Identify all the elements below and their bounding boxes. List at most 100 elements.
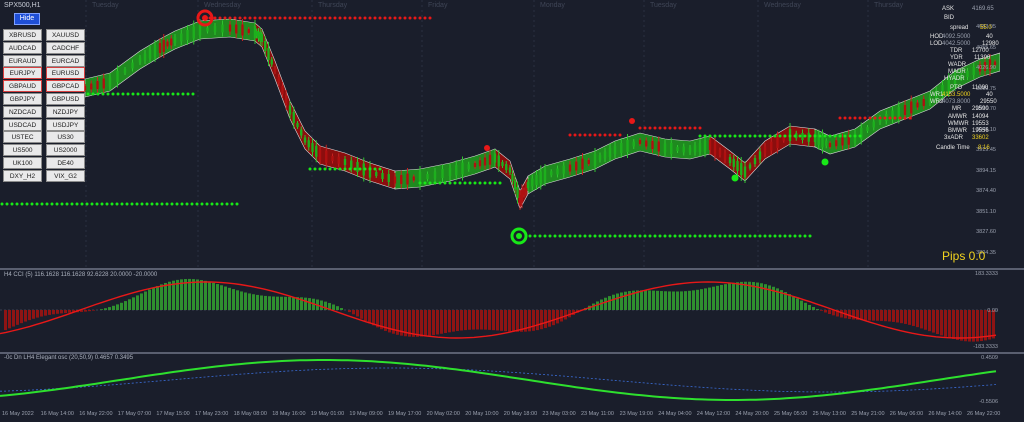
resistance-dots xyxy=(858,116,862,120)
resistance-dots xyxy=(673,126,677,130)
support-dots xyxy=(623,234,627,238)
pips-readout: Pips 0.0 xyxy=(942,249,986,263)
cci-histogram-bar xyxy=(392,310,395,334)
resistance-dots xyxy=(218,16,222,20)
candle-body xyxy=(375,172,378,176)
symbol-button-vix_g2[interactable]: VIX_G2 xyxy=(46,169,85,182)
support-dots xyxy=(673,234,677,238)
symbol-button-us500[interactable]: US500 xyxy=(3,144,42,157)
support-dots xyxy=(798,234,802,238)
cci-histogram-bar xyxy=(60,310,63,314)
wmwr-label: WMWR xyxy=(948,121,969,127)
symbol-button-ustec[interactable]: USTEC xyxy=(3,131,42,144)
support-dots xyxy=(768,134,772,138)
resistance-dots xyxy=(593,133,597,137)
symbol-button-uk100[interactable]: UK100 xyxy=(3,156,42,169)
support-dots xyxy=(15,202,19,206)
price-chart-pane[interactable]: SPX500,H1 Hide XBRUSD XAUUSD AUDCAD CADCHF E… xyxy=(0,0,1000,268)
cci-histogram-canvas[interactable] xyxy=(0,270,1000,352)
wr1-label: WR1 xyxy=(930,92,944,98)
candle-body xyxy=(891,110,894,120)
symbol-button-eurjpy[interactable]: EURJPY xyxy=(3,67,42,80)
cci-histogram-bar xyxy=(960,310,963,341)
cci-histogram-bar xyxy=(692,290,695,310)
resistance-dots xyxy=(253,16,257,20)
symbol-button-gbpcad[interactable]: GBPCAD xyxy=(46,80,85,93)
support-dots xyxy=(688,234,692,238)
resistance-dots xyxy=(303,16,307,20)
support-dots xyxy=(793,234,797,238)
symbol-button-eurcad[interactable]: EURCAD xyxy=(46,54,85,67)
support-dots xyxy=(533,234,537,238)
support-dots xyxy=(778,234,782,238)
support-dots xyxy=(230,202,234,206)
symbol-button-nzdcad[interactable]: NZDCAD xyxy=(3,105,42,118)
candle-body xyxy=(493,153,497,163)
cci-histogram-bar xyxy=(32,310,35,319)
candle-body xyxy=(941,85,944,95)
symbol-button-audcad[interactable]: AUDCAD xyxy=(3,41,42,54)
support-dots xyxy=(638,234,642,238)
resistance-dots xyxy=(678,126,682,130)
candle-body xyxy=(273,68,277,72)
candle-body xyxy=(801,133,804,140)
resistance-dots xyxy=(213,16,217,20)
candle-body xyxy=(83,86,87,90)
support-dots xyxy=(608,234,612,238)
time-axis-label: 23 May 11:00 xyxy=(581,411,614,417)
cci-histogram-bar xyxy=(364,310,367,322)
pane-separator[interactable] xyxy=(0,268,1024,270)
oscillator-canvas[interactable] xyxy=(0,355,1000,405)
cci-histogram-bar xyxy=(296,297,299,310)
symbol-button-usdjpy[interactable]: USDJPY xyxy=(46,118,85,131)
cci-indicator-pane[interactable]: H4 CCI (5) 116.1628 116.1628 92.6228 20.… xyxy=(0,270,1000,352)
symbol-button-cadchf[interactable]: CADCHF xyxy=(46,41,85,54)
symbol-button-us30[interactable]: US30 xyxy=(46,131,85,144)
cci-histogram-bar xyxy=(968,310,971,342)
candle-body xyxy=(770,141,773,151)
oscillator-pane[interactable]: -0c Dn LH4 Elegant osc (20,50,9) 0.4657 … xyxy=(0,355,1000,405)
cci-histogram-bar xyxy=(336,306,339,310)
symbol-button-nzdjpy[interactable]: NZDJPY xyxy=(46,105,85,118)
support-dots xyxy=(653,234,657,238)
symbol-button-xbrusd[interactable]: XBRUSD xyxy=(3,29,42,41)
hide-button[interactable]: Hide xyxy=(14,13,40,25)
support-dots xyxy=(423,181,427,185)
candle-body xyxy=(825,140,828,146)
cci-histogram-bar xyxy=(56,310,59,314)
support-dots xyxy=(703,234,707,238)
symbol-button-us2000[interactable]: US2000 xyxy=(46,144,85,157)
symbol-button-gbpaud[interactable]: GBPAUD xyxy=(3,80,42,93)
support-dots xyxy=(378,167,382,171)
pane-separator[interactable] xyxy=(0,352,1024,354)
price-chart-canvas[interactable] xyxy=(0,0,1000,268)
cci-histogram-bar xyxy=(820,310,823,311)
symbol-button-gbpjpy[interactable]: GBPJPY xyxy=(3,92,42,105)
support-dots xyxy=(778,134,782,138)
support-dots xyxy=(543,234,547,238)
cci-histogram-bar xyxy=(604,297,607,310)
symbol-button-xauusd[interactable]: XAUUSD xyxy=(46,29,85,41)
support-dots xyxy=(191,92,195,96)
symbol-button-usdcad[interactable]: USDCAD xyxy=(3,118,42,131)
support-dots xyxy=(145,202,149,206)
support-dots xyxy=(323,167,327,171)
symbol-button-dxy_h2[interactable]: DXY_H2 xyxy=(3,169,42,182)
support-dots xyxy=(818,134,822,138)
symbol-button-de40[interactable]: DE40 xyxy=(46,156,85,169)
support-dots xyxy=(181,92,185,96)
cci-histogram-bar xyxy=(716,285,719,310)
support-dots xyxy=(728,134,732,138)
day-label: Wednesday xyxy=(764,2,801,9)
candle-time-value: 8:16 xyxy=(978,145,990,151)
symbol-button-euraud[interactable]: EURAUD xyxy=(3,54,42,67)
cci-histogram-bar xyxy=(740,281,743,310)
symbol-button-eurusd[interactable]: EURUSD xyxy=(46,67,85,80)
cci-histogram-bar xyxy=(408,310,411,337)
cci-histogram-bar xyxy=(808,304,811,310)
support-dots xyxy=(848,134,852,138)
cci-histogram-bar xyxy=(940,310,943,336)
symbol-button-gbpusd[interactable]: GBPUSD xyxy=(46,92,85,105)
resistance-dots xyxy=(223,16,227,20)
candle-body xyxy=(206,27,209,32)
